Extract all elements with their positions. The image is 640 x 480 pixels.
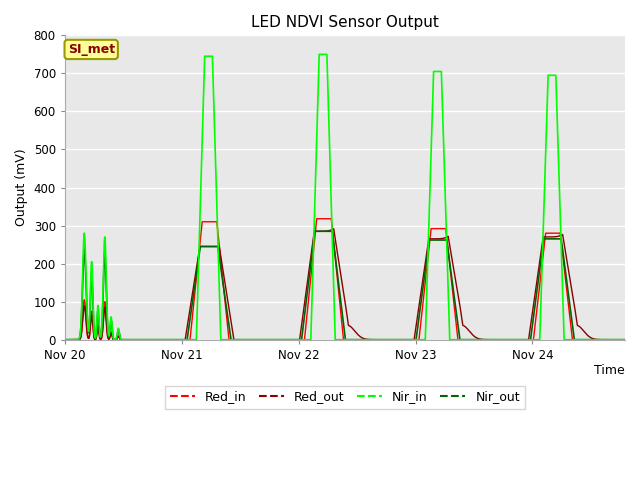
Text: SI_met: SI_met (68, 43, 115, 56)
Text: Time: Time (595, 364, 625, 377)
Y-axis label: Output (mV): Output (mV) (15, 149, 28, 227)
Title: LED NDVI Sensor Output: LED NDVI Sensor Output (251, 15, 439, 30)
Legend: Red_in, Red_out, Nir_in, Nir_out: Red_in, Red_out, Nir_in, Nir_out (165, 385, 525, 408)
